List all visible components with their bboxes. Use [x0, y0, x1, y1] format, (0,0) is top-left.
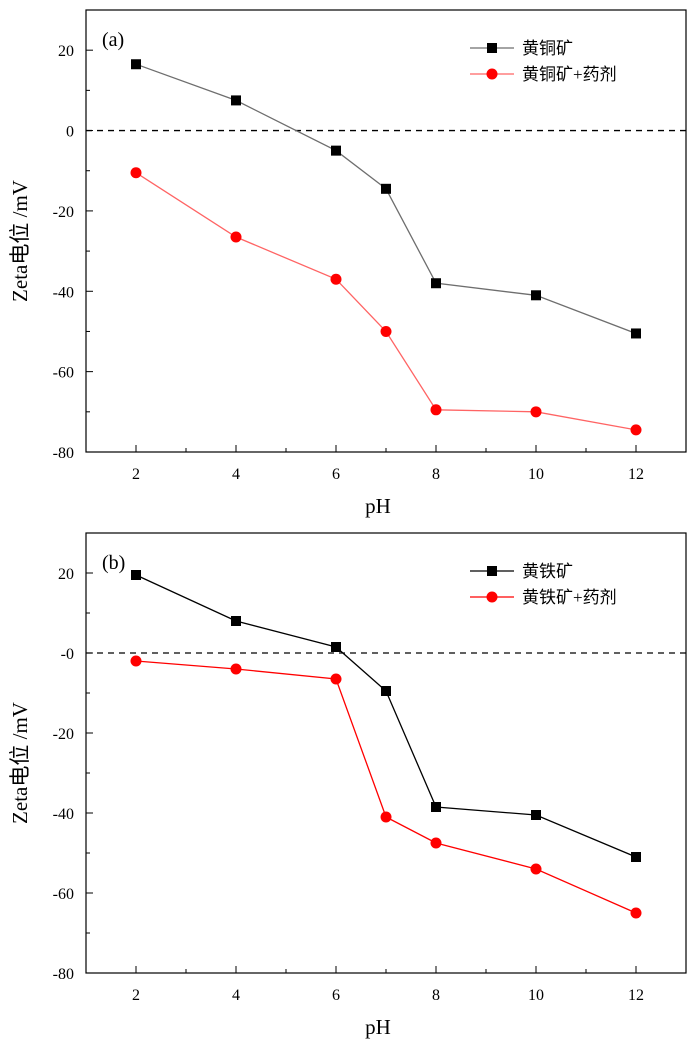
data-point-square	[431, 278, 441, 289]
data-point-square	[531, 810, 541, 820]
data-point-square	[631, 852, 641, 862]
y-tick-label: -80	[53, 445, 74, 462]
y-axis-title: Zeta电位 /mV	[8, 702, 32, 824]
data-point-circle	[380, 325, 392, 337]
y-tick-label: 20	[58, 566, 74, 583]
data-point-square	[131, 59, 141, 70]
data-point-square	[131, 570, 141, 580]
x-tick-label: 4	[232, 466, 240, 483]
x-tick-label: 12	[628, 987, 644, 1004]
data-point-circle	[630, 907, 642, 919]
x-tick-label: 2	[132, 466, 140, 483]
data-point-circle	[230, 231, 242, 243]
y-tick-label: -40	[53, 806, 74, 823]
data-point-circle	[530, 406, 542, 418]
legend-entry-1: 黄铁矿	[470, 562, 573, 581]
x-tick-label: 10	[528, 987, 544, 1004]
data-point-circle	[530, 863, 542, 875]
data-point-circle	[330, 673, 342, 685]
data-point-square	[331, 145, 341, 156]
y-tick-label: 0	[66, 124, 74, 141]
x-tick-label: 2	[132, 987, 140, 1004]
data-point-circle	[330, 273, 342, 285]
legend-entry-2: 黄铁矿+药剂	[470, 588, 617, 607]
legend-label: 黄铁矿+药剂	[522, 588, 617, 607]
y-tick-label: -40	[53, 284, 74, 301]
data-point-square	[381, 686, 391, 696]
x-tick-label: 8	[432, 466, 440, 483]
x-axis-title: pH	[365, 1015, 391, 1039]
y-tick-label: 20	[58, 43, 74, 60]
x-tick-label: 6	[332, 987, 340, 1004]
legend-marker	[486, 591, 498, 603]
data-point-square	[231, 95, 241, 106]
series-line	[135, 172, 637, 431]
data-point-square	[631, 328, 641, 339]
data-point-circle	[380, 811, 392, 823]
series-1	[131, 59, 641, 339]
data-point-square	[381, 183, 391, 194]
y-tick-label: -20	[53, 726, 74, 743]
series-line	[135, 63, 637, 335]
data-point-circle	[130, 655, 142, 667]
x-tick-label: 8	[432, 987, 440, 1004]
y-tick-label: -20	[53, 204, 74, 221]
data-point-circle	[230, 663, 242, 675]
series-1	[131, 570, 641, 862]
data-point-circle	[430, 404, 442, 416]
x-axis-title: pH	[365, 494, 391, 518]
legend-label: 黄铜矿+药剂	[522, 65, 617, 84]
x-tick-label: 10	[528, 466, 544, 483]
legend-entry-1: 黄铜矿	[470, 39, 573, 58]
series-2	[130, 655, 642, 919]
data-point-square	[331, 642, 341, 652]
data-point-square	[531, 290, 541, 301]
data-point-square	[431, 802, 441, 812]
series-line	[135, 660, 637, 914]
y-tick-label: -60	[53, 886, 74, 903]
legend-label: 黄铜矿	[522, 39, 573, 58]
legend-marker	[487, 43, 497, 53]
legend-entry-2: 黄铜矿+药剂	[470, 65, 617, 84]
panel-label: (a)	[102, 29, 124, 51]
x-tick-label: 6	[332, 466, 340, 483]
legend-marker	[486, 68, 498, 80]
series-2	[130, 167, 642, 436]
y-tick-label: -60	[53, 365, 74, 382]
x-tick-label: 12	[628, 466, 644, 483]
data-point-circle	[130, 167, 142, 179]
x-tick-label: 4	[232, 987, 240, 1004]
legend-label: 黄铁矿	[522, 562, 573, 581]
legend-marker	[487, 566, 497, 576]
y-axis-title: Zeta电位 /mV	[8, 180, 32, 302]
data-point-circle	[430, 837, 442, 849]
data-point-circle	[630, 424, 642, 436]
panel-label: (b)	[102, 552, 125, 574]
y-tick-label: -80	[53, 966, 74, 983]
chart-panel-2: 2 4 6 8 10 12 20 -0 -20 -40 -60 -80 pH Zeta电位 /mV (b) 黄…	[8, 532, 687, 1039]
chart-panel-1: 2 4 6 8 10 12 20 0 -20 -40 -60 -80 pH Zeta电位 /mV (a) 黄铜…	[8, 9, 687, 518]
data-point-square	[231, 616, 241, 626]
y-tick-label: -0	[61, 646, 74, 663]
